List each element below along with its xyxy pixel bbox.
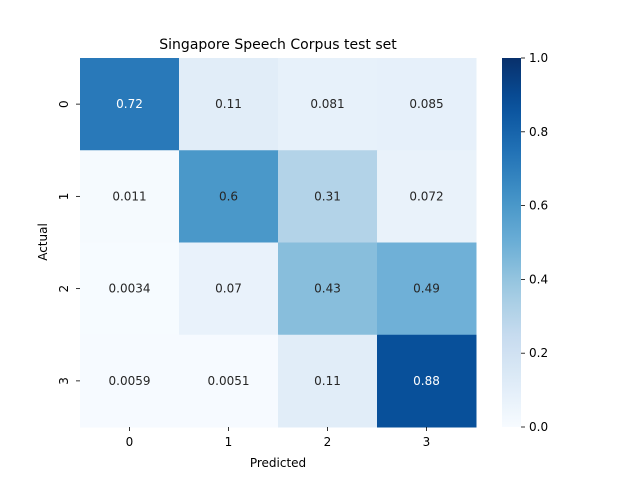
colorbar-tick-label-3: 0.6 xyxy=(529,199,548,213)
cell-value-label-2-1: 0.07 xyxy=(215,282,242,296)
cell-value-label-0-0: 0.72 xyxy=(116,97,143,111)
cell-value-label-3-0: 0.0059 xyxy=(109,374,151,388)
heatmap-cell-1-1 xyxy=(179,150,279,243)
heatmap-cell-1-0 xyxy=(80,150,180,243)
heatmap-cell-3-3 xyxy=(377,334,477,428)
y-tick-label-2: 2 xyxy=(57,285,71,293)
heatmap-cells: 0.72 0.11 0.081 0.085 0.011 0.6 0.31 0.072 0.003… xyxy=(80,58,477,428)
colorbar-gradient xyxy=(502,58,521,427)
cell-value-label-3-2: 0.11 xyxy=(314,374,341,388)
y-tick-label-3: 3 xyxy=(57,377,71,385)
x-axis: 0 1 2 3 xyxy=(126,427,431,449)
cell-value-label-3-3: 0.88 xyxy=(413,374,440,388)
x-axis-label: Predicted xyxy=(250,456,306,470)
y-axis-label: Actual xyxy=(36,223,50,261)
heatmap-cell-2-1 xyxy=(179,242,279,336)
colorbar-tick-label-0: 0.0 xyxy=(529,420,548,434)
heatmap-cell-0-1 xyxy=(179,58,279,151)
colorbar-tick-label-5: 1.0 xyxy=(529,51,548,65)
colorbar-tick-label-1: 0.2 xyxy=(529,346,548,360)
cell-value-label-1-1: 0.6 xyxy=(219,189,238,203)
heatmap-cell-0-2 xyxy=(278,58,378,151)
cell-value-label-2-0: 0.0034 xyxy=(109,282,151,296)
y-tick-label-1: 1 xyxy=(57,193,71,201)
x-tick-label-1: 1 xyxy=(225,435,233,449)
x-tick-label-0: 0 xyxy=(126,435,134,449)
cell-value-label-2-3: 0.49 xyxy=(413,282,440,296)
heatmap-cell-3-2 xyxy=(278,334,378,428)
cell-value-label-0-2: 0.081 xyxy=(310,97,344,111)
colorbar: 0.0 0.2 0.4 0.6 0.8 1.0 xyxy=(502,51,548,434)
y-axis: 0 1 2 3 xyxy=(57,100,80,385)
y-tick-label-0: 0 xyxy=(57,100,71,108)
heatmap-cell-2-0 xyxy=(80,242,180,336)
heatmap-cell-3-0 xyxy=(80,334,180,428)
cell-value-label-3-1: 0.0051 xyxy=(208,374,250,388)
cell-value-label-1-3: 0.072 xyxy=(409,189,443,203)
colorbar-tick-label-2: 0.4 xyxy=(529,272,548,286)
heatmap-cell-1-2 xyxy=(278,150,378,243)
x-tick-label-2: 2 xyxy=(324,435,332,449)
colorbar-tick-label-4: 0.8 xyxy=(529,125,548,139)
heatmap-cell-3-1 xyxy=(179,334,279,428)
chart-title: Singapore Speech Corpus test set xyxy=(159,37,397,53)
x-tick-label-3: 3 xyxy=(423,435,431,449)
heatmap-cell-0-3 xyxy=(377,58,477,151)
cell-value-label-0-3: 0.085 xyxy=(409,97,443,111)
heatmap-cell-2-3 xyxy=(377,242,477,336)
heatmap-cell-1-3 xyxy=(377,150,477,243)
heatmap-cell-2-2 xyxy=(278,242,378,336)
cell-value-label-0-1: 0.11 xyxy=(215,97,242,111)
cell-value-label-2-2: 0.43 xyxy=(314,282,341,296)
cell-value-label-1-2: 0.31 xyxy=(314,189,341,203)
heatmap-cell-0-0 xyxy=(80,58,180,151)
cell-value-label-1-0: 0.011 xyxy=(112,189,146,203)
